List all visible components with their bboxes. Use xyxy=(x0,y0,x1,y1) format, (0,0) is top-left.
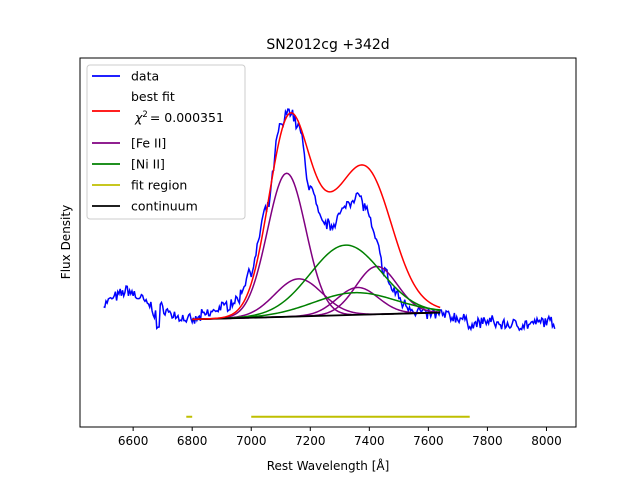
series-ni-ii-component xyxy=(192,244,441,321)
x-tick-label: 6600 xyxy=(118,434,149,448)
chart-title: SN2012cg +342d xyxy=(266,37,389,53)
legend: data best fit χ2 = 0.000351 [Fe II] [Ni I… xyxy=(86,64,246,220)
x-axis-label: Rest Wavelength [Å] xyxy=(267,458,390,473)
x-tick-label: 7400 xyxy=(354,434,385,448)
series-layer xyxy=(103,108,556,418)
series-data xyxy=(103,108,556,332)
y-axis-label: Flux Density xyxy=(59,205,73,279)
legend-label-data: data xyxy=(131,69,159,84)
legend-label-continuum: continuum xyxy=(131,199,198,214)
legend-label-best-fit: best fit xyxy=(131,89,175,104)
x-tick-label: 7600 xyxy=(413,434,444,448)
x-tick-label: 7200 xyxy=(295,434,326,448)
x-tick-label: 8000 xyxy=(531,434,562,448)
series-continuum xyxy=(192,311,441,321)
legend-label-fit-region: fit region xyxy=(131,178,187,193)
legend-label-chi-squared: χ2 = 0.000351 xyxy=(134,110,224,125)
series-best-fit xyxy=(192,112,441,321)
plot-frame xyxy=(79,57,577,428)
legend-box xyxy=(86,64,246,220)
legend-label-ni-ii: [Ni II] xyxy=(131,157,165,172)
x-axis: 6600 6800 7000 7200 7400 7600 7800 8000 xyxy=(118,427,562,448)
legend-label-fe-ii: [Fe II] xyxy=(131,136,166,151)
x-tick-label: 7000 xyxy=(236,434,267,448)
x-tick-label: 6800 xyxy=(177,434,208,448)
x-tick-label: 7800 xyxy=(472,434,503,448)
